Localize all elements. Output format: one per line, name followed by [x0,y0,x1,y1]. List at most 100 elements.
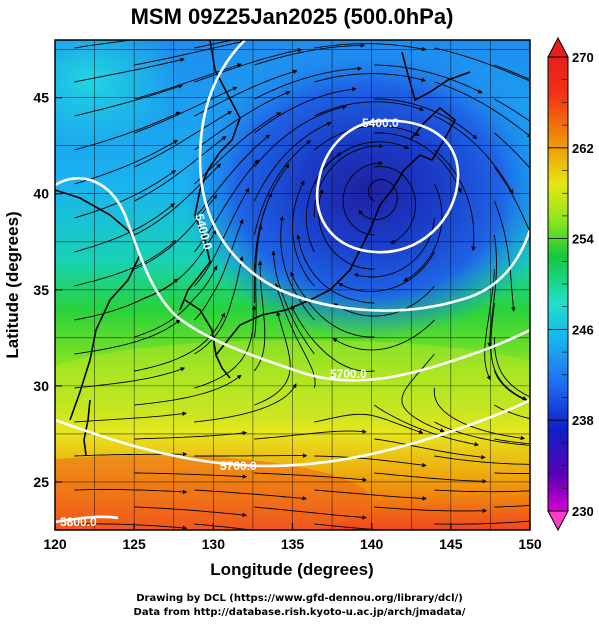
y-tick-label: 30 [33,378,49,394]
streamline [434,115,514,195]
streamline [314,125,420,151]
streamline [374,404,480,447]
streamline [274,283,316,389]
streamline [490,302,528,401]
colorbar-tick-label: 270 [572,50,594,65]
streamline [253,121,332,202]
streamline [254,429,367,440]
contour-5800 [55,398,530,468]
streamline [338,251,435,293]
streamline [314,43,427,52]
streamline [74,523,188,530]
credit-data: Data from http://database.rish.kyoto-u.a… [133,607,466,618]
y-tick-label: 45 [33,90,49,106]
streamline [254,66,363,100]
streamline [434,455,530,465]
x-tick-label: 125 [122,536,146,552]
streamline [494,404,530,420]
streamline [494,438,530,445]
streamline [291,305,375,372]
streamline [487,234,497,348]
colorbar-tick-label: 246 [572,322,594,337]
colorbar-ticks: 270 262 254 246 238 230 [548,50,594,519]
x-tick-label: 145 [439,536,463,552]
streamline [74,319,181,355]
streamline [254,472,368,482]
colorbar-tick-label: 230 [572,504,594,519]
streamline [134,40,245,66]
streamline [134,374,242,406]
streamline [494,472,530,474]
streamline [74,57,185,83]
y-tick-label: 25 [33,474,49,490]
streamline [279,215,315,321]
streamline [493,370,530,403]
coastline-kyushu [215,354,231,379]
y-axis: 25 30 35 40 45 [33,90,62,490]
streamline [342,160,383,236]
streamline [493,337,530,398]
streamline [194,48,303,83]
colorbar-tick-label: 238 [572,413,594,428]
streamline [494,98,530,122]
x-tick-label: 150 [518,536,542,552]
streamline [314,101,425,117]
streamline [74,240,177,287]
streamline [254,506,367,520]
streamline [374,98,478,140]
streamline [194,305,257,389]
streamline [254,43,366,66]
contour-5400-closed [315,119,460,254]
chart-title: MSM 09Z25Jan2025 (500.0hPa) [131,4,454,29]
streamline [194,187,250,287]
wind-streamlines [74,40,530,530]
streamline [434,520,530,525]
contour-label: 5700.0 [330,367,367,381]
streamline [401,353,445,433]
streamline [254,105,347,168]
streamline [194,489,307,501]
streamline [134,110,233,168]
contour-label: 5400.0 [362,116,399,130]
streamline [74,170,177,219]
streamline [434,47,530,82]
streamline [74,278,179,321]
y-tick-label: 40 [33,186,49,202]
contour-label: 5700.0 [220,459,257,473]
streamline [484,268,495,381]
streamline [353,217,435,278]
streamline [134,194,218,270]
colorbar-tick-label: 262 [572,141,594,156]
warm-band-south [55,455,370,530]
streamline [332,319,435,351]
x-tick-label: 135 [281,536,305,552]
contour-5400-outer [198,40,530,312]
streamline [374,132,462,194]
streamline [134,86,238,134]
coastline-korea-china [179,40,241,311]
y-axis-label: Latitude (degrees) [3,211,22,358]
streamline [74,84,183,117]
streamline [434,489,530,493]
streamline [374,472,487,484]
plot-area: 5400.0 5400.0 5700.0 5700.0 5800.0 [55,40,530,530]
streamline [403,183,443,282]
streamline [374,64,483,94]
streamline [134,430,248,440]
x-tick-label: 140 [360,536,384,552]
streamline [314,73,426,83]
streamline [374,506,488,514]
contour-label: 5800.0 [60,515,97,529]
streamline [374,438,486,460]
streamline [434,81,530,138]
streamline [134,265,218,338]
streamline [494,504,530,508]
streamline [494,132,530,169]
warm-patch-nw [55,40,180,150]
cold-low-center [180,40,530,340]
streamline [292,180,315,287]
streamline [134,472,248,479]
streamline [314,523,427,530]
streamline [134,163,222,236]
